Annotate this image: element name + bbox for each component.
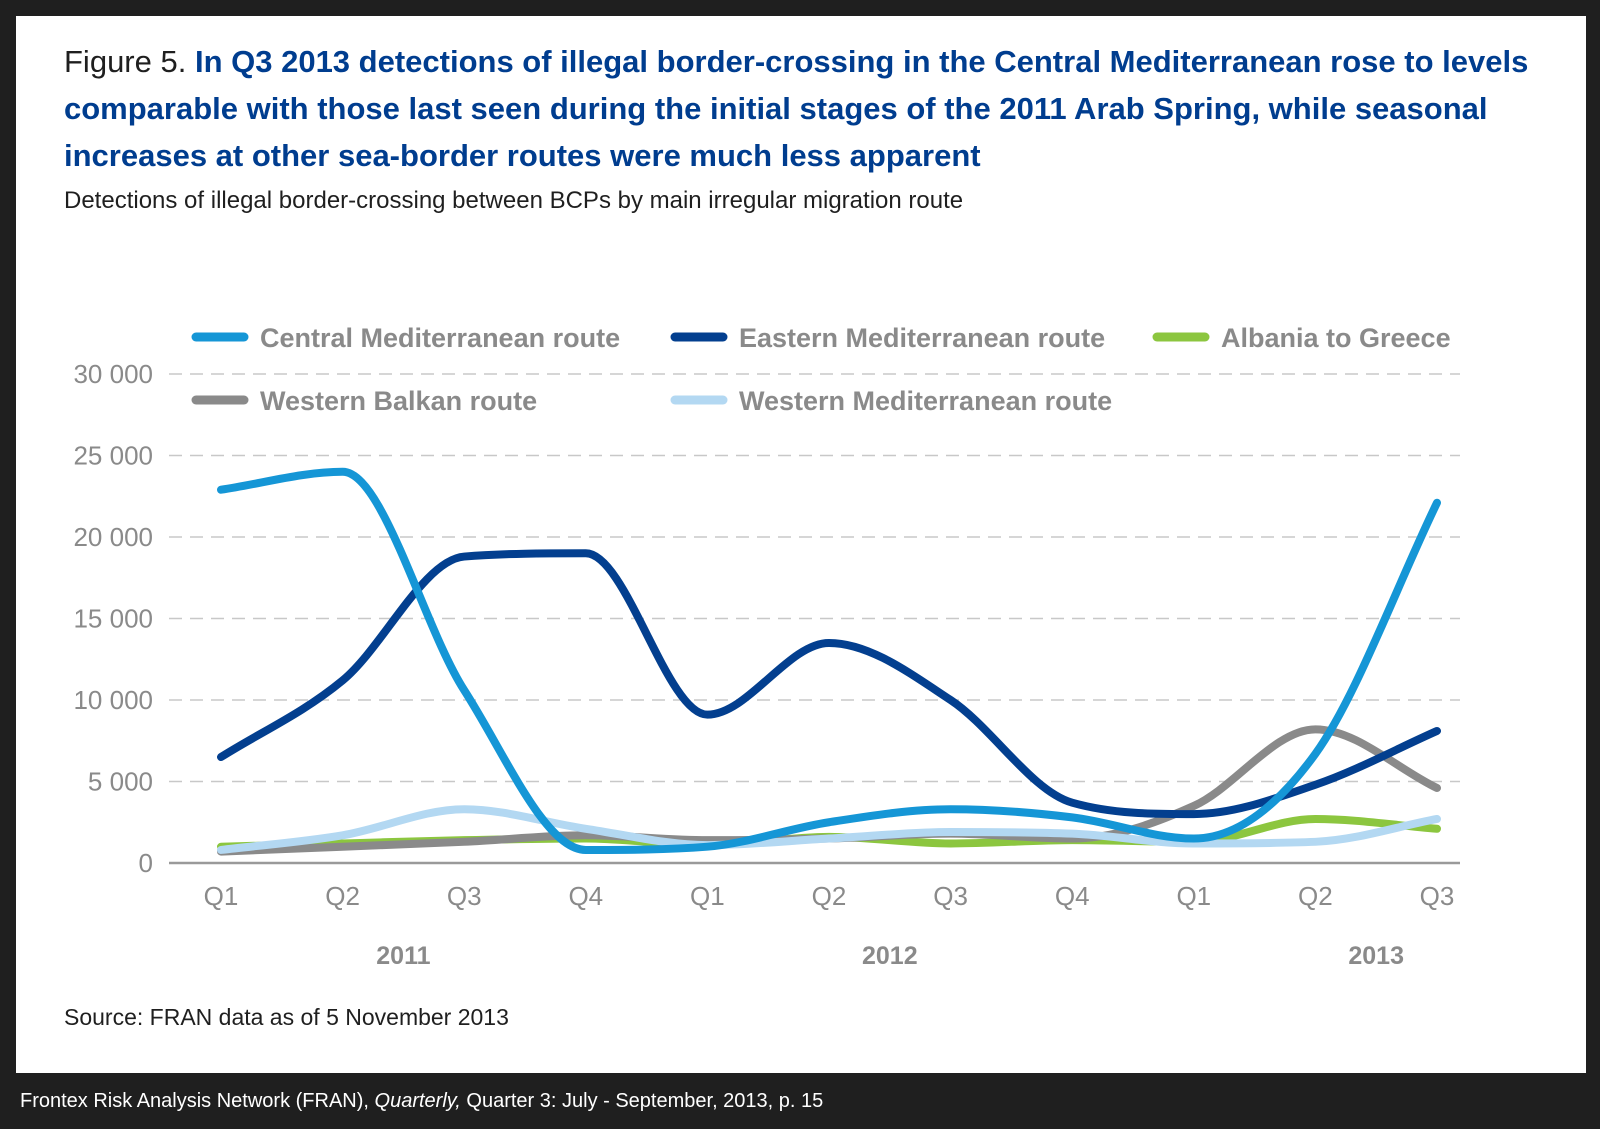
- x-tick-label: Q3: [447, 881, 482, 911]
- x-tick-label: Q4: [1055, 881, 1090, 911]
- y-tick-label: 0: [139, 848, 153, 878]
- x-tick-label: Q1: [1176, 881, 1211, 911]
- x-tick-label: Q2: [325, 881, 360, 911]
- year-label: 2012: [862, 942, 918, 970]
- figure-subtitle: Detections of illegal border-crossing be…: [64, 187, 964, 214]
- x-tick-label: Q2: [812, 881, 847, 911]
- y-tick-label: 30 000: [73, 359, 153, 389]
- legend-label: Eastern Mediterranean route: [739, 323, 1105, 353]
- legend-label: Western Balkan route: [260, 386, 537, 416]
- y-tick-label: 20 000: [73, 522, 153, 552]
- citation: Frontex Risk Analysis Network (FRAN), Qu…: [20, 1090, 823, 1113]
- y-tick-label: 5 000: [88, 767, 153, 797]
- legend-label: Central Mediterranean route: [260, 323, 620, 353]
- y-tick-label: 25 000: [73, 441, 153, 471]
- figure-label: Figure 5.: [64, 44, 195, 79]
- gridlines: [169, 373, 1460, 865]
- y-tick-label: 10 000: [73, 685, 153, 715]
- series-line-central-mediterranean-route: [217, 467, 1441, 854]
- citation-italic: Quarterly,: [374, 1090, 461, 1112]
- x-tick-label: Q1: [690, 881, 725, 911]
- legend-label: Albania to Greece: [1221, 323, 1451, 353]
- series-line-western-mediterranean-route: [217, 805, 1441, 854]
- x-tick-label: Q3: [1420, 881, 1455, 911]
- x-tick-label: Q2: [1298, 881, 1333, 911]
- year-label: 2011: [376, 942, 430, 970]
- legend-label: Western Mediterranean route: [739, 386, 1112, 416]
- citation-text: Frontex Risk Analysis Network (FRAN),: [20, 1090, 375, 1112]
- figure-panel: Figure 5. In Q3 2013 detections of illeg…: [16, 16, 1586, 1073]
- x-axis-ticks: Q1 Q2 Q3 Q4 Q1 Q2 Q3 Q4 Q1 Q2 Q3 2011 2012 2013: [204, 881, 1455, 970]
- legend: Central Mediterranean route Eastern Medit…: [191, 323, 1451, 416]
- series-lines: [217, 467, 1441, 856]
- figure-title: In Q3 2013 detections of illegal border-…: [64, 44, 1529, 173]
- y-axis-ticks: 0 5 000 10 000 15 000 20 000 25 000 30 000: [73, 359, 153, 878]
- figure-heading: Figure 5. In Q3 2013 detections of illeg…: [64, 38, 1544, 179]
- year-label: 2013: [1348, 942, 1404, 970]
- x-tick-label: Q4: [568, 881, 603, 911]
- series-line-eastern-mediterranean-route: [217, 549, 1441, 819]
- citation-text-end: Quarter 3: July - September, 2013, p. 15: [460, 1090, 824, 1112]
- y-tick-label: 15 000: [73, 604, 153, 634]
- x-tick-label: Q3: [933, 881, 968, 911]
- x-tick-label: Q1: [204, 881, 239, 911]
- source-note: Source: FRAN data as of 5 November 2013: [64, 1004, 509, 1030]
